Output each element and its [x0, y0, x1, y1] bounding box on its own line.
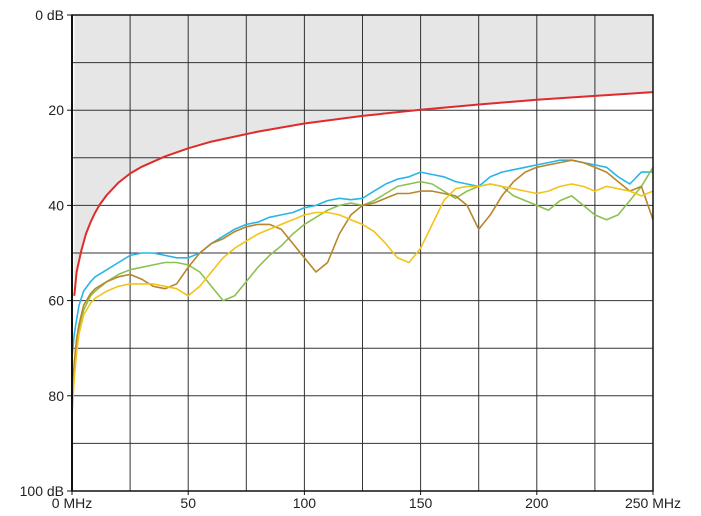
- y-tick-label: 80: [48, 388, 64, 404]
- y-tick-label: 20: [48, 102, 64, 118]
- limit-region-shading: [74, 15, 654, 296]
- series-group: [71, 91, 654, 415]
- x-tick-label: 100: [293, 495, 317, 511]
- y-tick-label: 100 dB: [20, 483, 64, 499]
- y-tick-label: 60: [48, 293, 64, 309]
- series-line-1: [71, 159, 653, 358]
- grid-lines: [72, 15, 653, 491]
- series-line-3: [71, 159, 654, 396]
- y-tick-label: 0 dB: [35, 7, 64, 23]
- y-tick-label: 40: [48, 197, 64, 213]
- x-tick-label: 200: [525, 495, 549, 511]
- x-tick-label: 50: [180, 495, 196, 511]
- x-tick-label: 0 MHz: [52, 495, 92, 511]
- x-axis-ticks: 0 MHz 50 100 150 200 250 MHz: [52, 491, 681, 511]
- limit-line: [73, 91, 654, 296]
- x-tick-label: 250 MHz: [625, 495, 681, 511]
- series-line-2: [71, 166, 654, 406]
- series-line-4: [71, 183, 654, 415]
- x-tick-label: 150: [409, 495, 433, 511]
- y-axis-ticks: 0 dB 20 40 60 80 100 dB: [20, 7, 73, 499]
